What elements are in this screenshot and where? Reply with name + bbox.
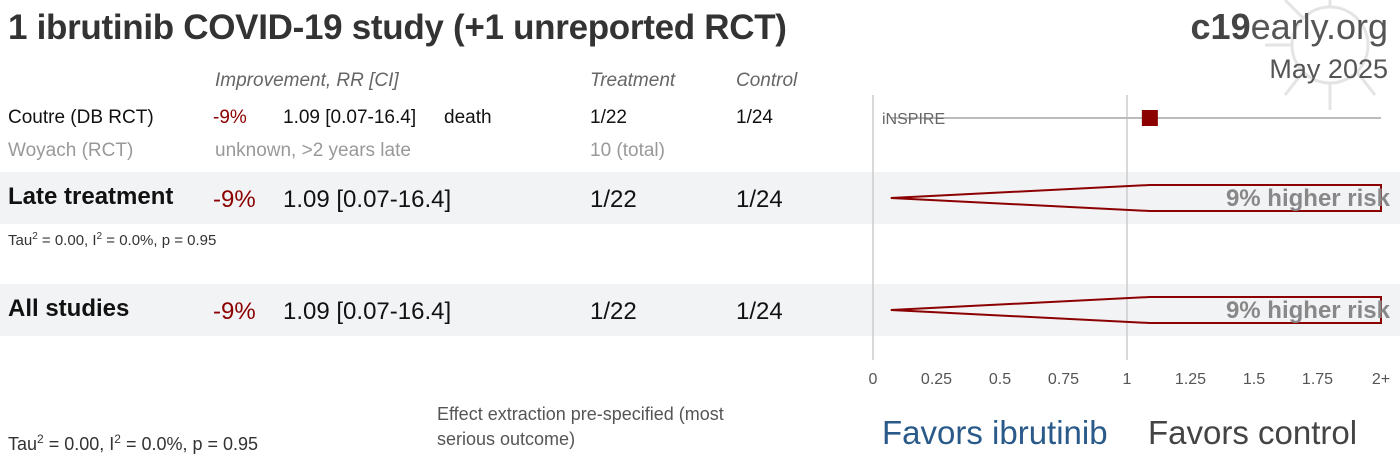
favors-left: Favors ibrutinib [882,414,1108,451]
footer-stat-sup: 2 [37,432,44,446]
study-total: 10 (total) [590,140,665,161]
group-rr-late: 1.09 [0.07-16.4] [283,186,452,213]
x-tick-label: 0.25 [921,371,952,388]
group-control-all: 1/24 [736,298,783,325]
risk-label-late: 9% higher risk [1225,185,1390,212]
group-name-all: All studies [8,295,130,322]
group-improvement-all: -9% [213,298,256,325]
x-tick-label: 2+ [1372,371,1390,388]
group-treatment-late: 1/22 [590,186,637,213]
study-name-unreported[interactable]: Woyach (RCT) [8,140,134,161]
footer-stat-sup2: 2 [114,432,121,446]
study-rr: 1.09 [0.07-16.4] [283,107,417,128]
favors-right: Favors control [1148,414,1358,451]
footer-stat-i-rest: = 0.0%, p = 0.95 [120,434,259,454]
risk-label-all: 9% higher risk [1225,297,1390,324]
stat-sup: 2 [32,231,38,242]
x-tick-label: 1.5 [1243,371,1265,388]
study-point [1141,110,1158,126]
study-point-label: iNSPIRE [882,111,945,128]
x-tick-label: 1.25 [1175,371,1206,388]
brand-logo[interactable]: c19early.org [1191,6,1388,48]
stat-sup2: 2 [96,231,103,242]
page-title: 1 ibrutinib COVID-19 study (+1 unreporte… [8,8,787,47]
x-tick-label: 0.75 [1048,371,1079,388]
x-tick-label: 0.5 [989,371,1011,388]
group-name-late: Late treatment [8,183,174,210]
group-treatment-all: 1/22 [590,298,637,325]
x-tick-label: 0 [869,371,878,388]
extraction-note: Effect extraction pre-specified (most se… [437,404,724,449]
group-control-late: 1/24 [736,186,783,213]
group-stats-late: Tau2 = 0.00, I2 = 0.0%, p = 0.95 [8,231,216,249]
stat-tau-rest: = 0.00, I [37,232,97,249]
x-tick-label: 1.75 [1302,371,1333,388]
study-control: 1/24 [736,107,773,128]
group-rr-all: 1.09 [0.07-16.4] [283,298,452,325]
study-status: unknown, >2 years late [215,140,411,161]
footer-stat-tau: Tau [8,434,38,454]
footer-stat-tau-rest: = 0.00, I [43,434,115,454]
brand-rest: early.org [1250,6,1388,47]
x-tick-label: 1 [1123,371,1132,388]
stat-tau: Tau [8,232,33,249]
brand-bold: c19 [1190,6,1251,47]
stat-i-rest: = 0.0%, p = 0.95 [102,232,217,249]
study-treatment: 1/22 [590,107,627,128]
header-improvement: Improvement, RR [CI] [215,70,399,91]
date-label: May 2025 [1269,54,1388,84]
study-name[interactable]: Coutre (DB RCT) [8,107,154,128]
late-treatment-band [0,172,1400,224]
header-treatment: Treatment [590,70,676,91]
group-improvement-late: -9% [213,186,256,213]
header-control: Control [736,70,798,91]
all-studies-band [0,284,1400,336]
footer-stats: Tau2 = 0.00, I2 = 0.0%, p = 0.95 [8,432,258,455]
study-improvement: -9% [213,107,247,128]
study-outcome: death [444,107,492,128]
